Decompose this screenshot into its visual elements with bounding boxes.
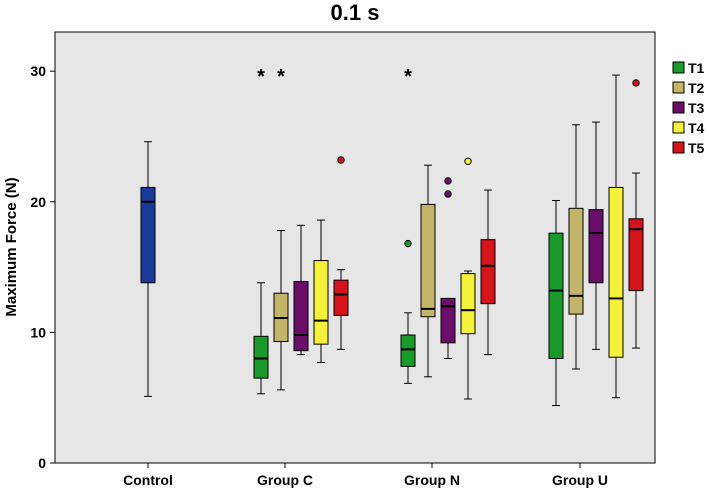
box-group-c-t4: [313, 219, 329, 363]
chart-title: 0.1 s: [331, 0, 380, 25]
outlier-point: [444, 177, 452, 185]
x-tick-label: Control: [123, 472, 173, 488]
legend-label-t4: T4: [688, 120, 705, 136]
box: [333, 279, 349, 316]
box-group-n-t4: [460, 157, 476, 400]
significance-star: *: [404, 66, 412, 88]
legend-label-t2: T2: [688, 80, 705, 96]
x-tick-label: Group C: [257, 472, 313, 488]
box: [628, 218, 644, 292]
box: [480, 239, 496, 305]
box: [293, 280, 309, 352]
y-tick-label: 0: [38, 455, 46, 471]
outlier-point: [444, 190, 452, 198]
box-group-u-t5: [628, 79, 644, 349]
legend-label-t5: T5: [688, 140, 705, 156]
box: [253, 335, 269, 379]
x-tick-label: Group U: [552, 472, 608, 488]
box: [568, 207, 584, 315]
box: [460, 273, 476, 335]
box: [313, 260, 329, 345]
box: [140, 186, 156, 284]
legend-swatch-t4: [672, 121, 685, 134]
box-group-c-t1: [253, 282, 269, 395]
box-group-c-t5: [333, 156, 349, 350]
legend-label-t1: T1: [688, 60, 705, 76]
significance-star: *: [257, 66, 265, 88]
box-group-c-t2: [273, 230, 289, 391]
box-group-u-t2: [568, 124, 584, 370]
box-group-c-t3: [293, 224, 309, 356]
legend-swatch-t5: [672, 141, 685, 154]
box: [548, 232, 564, 360]
box: [440, 297, 456, 344]
legend-swatch-t2: [672, 81, 685, 94]
box-group-n-t5: [480, 189, 496, 356]
box-group-u-t4: [608, 74, 624, 399]
box-group-u-t3: [588, 121, 604, 350]
box: [608, 186, 624, 358]
box: [588, 209, 604, 284]
x-tick-label: Group N: [404, 472, 460, 488]
outlier-point: [337, 156, 345, 164]
outlier-point: [404, 239, 412, 248]
legend-swatch-t3: [672, 101, 685, 114]
box: [400, 334, 416, 367]
y-tick-label: 30: [30, 63, 46, 79]
box: [420, 203, 436, 318]
legend-swatch-t1: [672, 61, 685, 74]
box-group-u-t1: [548, 199, 564, 407]
box-group-n-t1: [400, 239, 416, 384]
y-tick-label: 20: [30, 194, 46, 210]
legend-label-t3: T3: [688, 100, 705, 116]
outlier-point: [632, 79, 640, 87]
y-tick-label: 10: [30, 324, 46, 340]
box-control: [140, 141, 156, 397]
box-group-n-t2: [420, 164, 436, 378]
outlier-point: [464, 157, 472, 166]
y-axis-label: Maximum Force (N): [3, 177, 20, 316]
significance-star: *: [277, 66, 285, 88]
box-group-n-t3: [440, 177, 456, 360]
